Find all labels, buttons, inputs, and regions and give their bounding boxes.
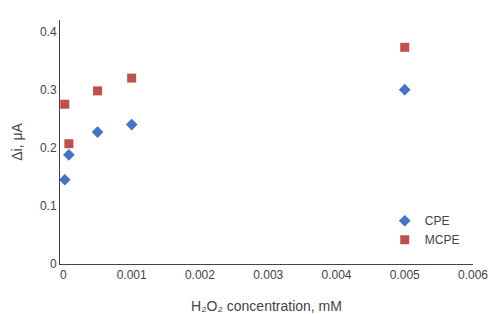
svg-text:0.005: 0.005: [390, 268, 420, 282]
svg-text:0: 0: [50, 257, 57, 271]
svg-text:MCPE: MCPE: [425, 233, 460, 247]
svg-text:0.2: 0.2: [40, 141, 57, 155]
svg-text:0.1: 0.1: [40, 199, 57, 213]
svg-text:CPE: CPE: [425, 214, 450, 228]
svg-text:0.003: 0.003: [253, 268, 283, 282]
svg-text:Δi, μA: Δi, μA: [9, 123, 25, 161]
svg-text:0.002: 0.002: [185, 268, 215, 282]
svg-text:0.006: 0.006: [458, 268, 488, 282]
svg-text:0.004: 0.004: [321, 268, 351, 282]
svg-text:H₂O₂ concentration, mM: H₂O₂ concentration, mM: [191, 298, 342, 314]
svg-text:0.3: 0.3: [40, 83, 57, 97]
svg-text:0: 0: [60, 268, 67, 282]
svg-text:0.001: 0.001: [117, 268, 147, 282]
svg-text:0.4: 0.4: [40, 25, 57, 39]
